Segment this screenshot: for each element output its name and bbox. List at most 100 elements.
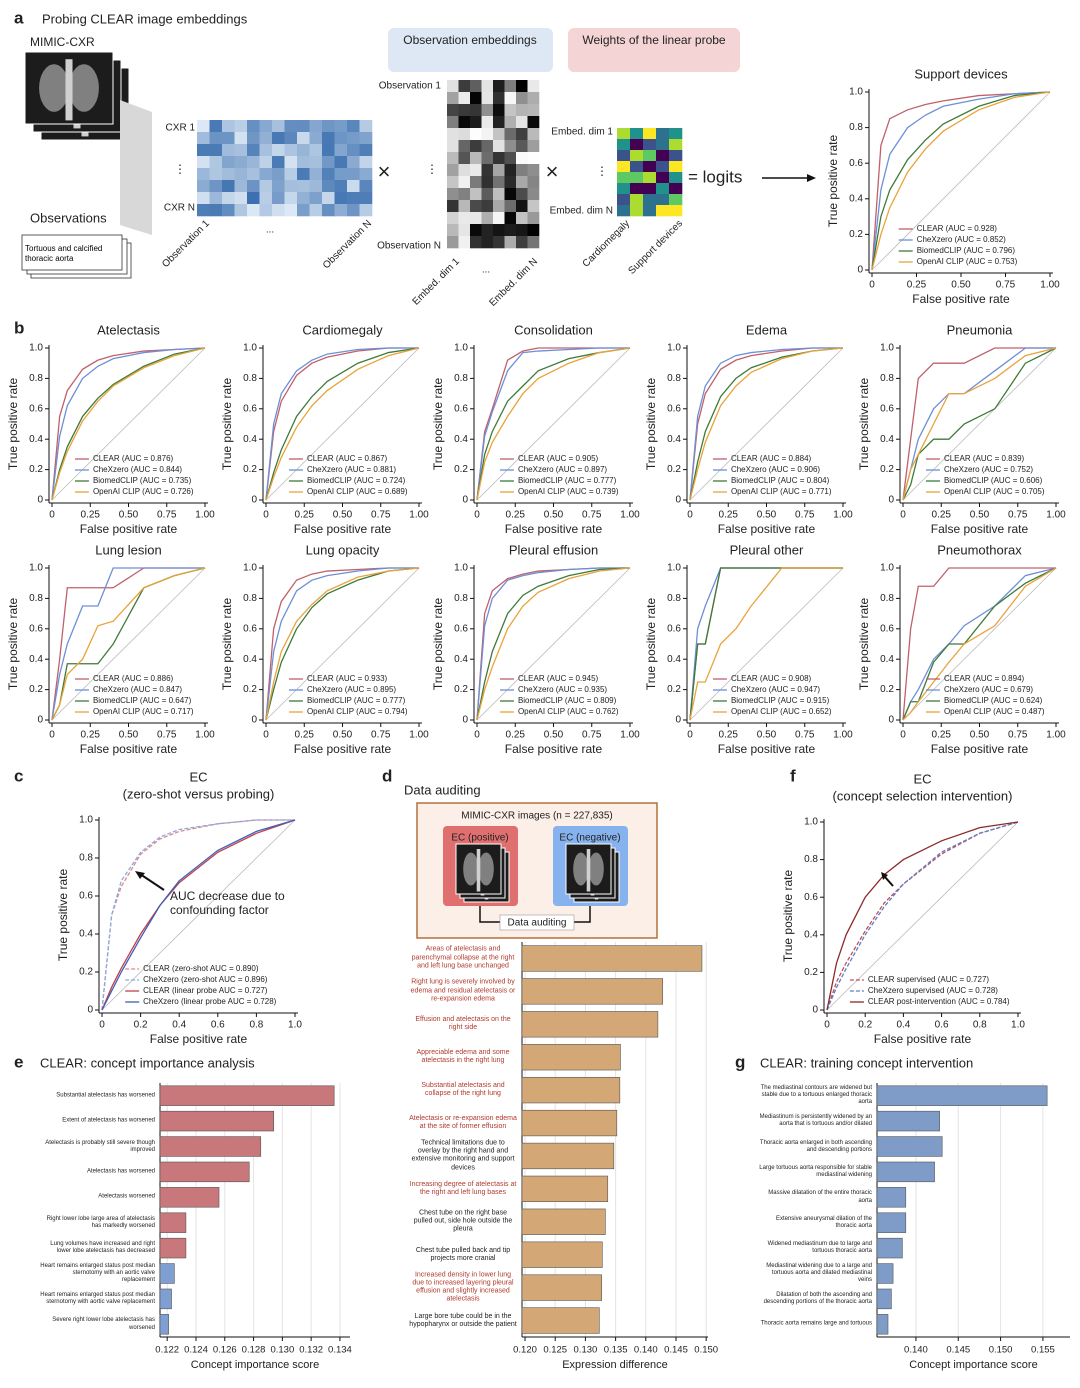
y-tick-label: 0.4 [243,434,257,445]
category-label: Right lower lobe large area of atelectas… [46,1215,155,1229]
y-tick-label: 0.4 [880,434,894,445]
matrix-cell [527,224,540,237]
matrix-cell [259,144,273,157]
y-tick-label: 1.0 [849,87,863,98]
y-tick-label: 0.8 [849,122,863,133]
bar [521,945,703,972]
matrix-cell [504,128,517,141]
matrix-cell [493,212,505,225]
legend-label: CheXzero (AUC = 0.906) [731,465,820,474]
chart-title: CLEAR: concept importance analysis [40,1055,255,1070]
y-axis-label: True positive rate [857,598,871,691]
matrix-cell [643,205,657,217]
chart-title: EC [913,771,931,786]
matrix-cell [234,180,248,193]
matrix-cell [504,152,517,165]
matrix-cell [322,120,335,133]
matrix-cell [493,116,505,129]
x-tick-label: 0.132 [299,1345,323,1356]
matrix-cell [234,144,248,157]
box-label: EC (positive) [451,833,508,844]
matrix-cell [284,192,298,205]
legend-label: CLEAR (AUC = 0.933) [307,674,388,683]
y-tick-label: 0.6 [667,623,681,634]
bar [876,1212,907,1233]
matrix-cell [447,128,459,141]
matrix-cell [297,180,310,193]
matrix-cell [617,150,631,162]
legend-label: CheXzero (AUC = 0.935) [518,685,607,694]
y-tick-label: 0.2 [454,464,468,475]
x-tick-label: 0.126 [213,1345,237,1356]
annotation: AUC decrease due to [170,889,285,903]
legend-label: CheXzero (AUC = 0.752) [944,465,1033,474]
legend-box [388,28,553,72]
legend-label: BiomedCLIP (AUC = 0.724) [307,476,406,485]
matrix-cell [234,156,248,169]
y-tick-label: 0 [37,715,43,726]
roc-curve [902,567,1056,721]
roc-curve [51,347,206,501]
x-tick-label: 0.135 [604,1345,628,1356]
matrix-cell [527,200,540,213]
matrix-cell [643,172,657,184]
xray-lung [573,852,589,886]
row-label: CXR N [164,203,195,214]
matrix-cell [656,194,670,206]
x-tick-label: 0.50 [544,730,564,741]
category-label: Atelectasis is probably still severe tho… [45,1139,155,1153]
legend-label: BiomedCLIP (AUC = 0.606) [944,476,1043,485]
matrix-cell [481,224,494,237]
category-label: Severe right lower lobe atelectasis has … [52,1317,155,1331]
x-tick-label: 1.00 [195,730,215,741]
matrix-cell [334,120,348,133]
matrix-cell [481,236,494,249]
y-tick-label: 0.8 [667,593,681,604]
matrix-cell [359,192,373,205]
embedding-matrix [197,120,373,217]
panel-label: g [735,1052,745,1071]
matrix-cell [527,104,540,117]
x-tick-label: 0.25 [506,730,526,741]
y-tick-label: 0.2 [29,464,43,475]
category-label: Effusion and atelectasis on the right si… [415,1016,511,1032]
x-axis-label: False positive rate [718,522,816,536]
matrix-cell [309,132,323,145]
matrix-cell [272,120,285,133]
x-tick-label: 0.6 [935,1020,949,1031]
x-tick-label: 0 [474,510,480,521]
matrix-cell [297,168,310,181]
matrix-cell [504,176,517,189]
legend-label: CheXzero (AUC = 0.679) [944,685,1033,694]
matrix-cell [197,180,210,193]
legend-label: BiomedCLIP (AUC = 0.647) [93,696,192,705]
matrix-cell [347,132,360,145]
chance-line [689,567,844,721]
x-tick-label: 0.75 [1008,510,1028,521]
legend-label: BiomedCLIP (AUC = 0.624) [944,696,1043,705]
x-tick-label: 0 [474,730,480,741]
x-tick-label: 1.00 [1046,730,1066,741]
matrix-cell [493,140,505,153]
matrix-cell [617,172,631,184]
bar [521,1076,621,1104]
matrix-cell [470,164,482,177]
legend-label: CLEAR (AUC = 0.839) [944,454,1025,463]
bar [876,1314,889,1335]
x-tick-label: 0.145 [946,1345,970,1356]
matrix-cell [630,161,644,173]
matrix-cell [297,192,310,205]
y-tick-label: 1.0 [880,343,894,354]
y-tick-label: 0.2 [849,229,863,240]
legend-label: CLEAR (AUC = 0.908) [731,674,812,683]
matrix-cell [247,180,260,193]
matrix-cell [347,192,360,205]
category-label: Increasing degree of atelectasis at the … [409,1180,517,1196]
step-box [499,914,575,931]
matrix-cell [297,132,310,145]
y-tick-label: 0.6 [667,403,681,414]
x-tick-label: 0.25 [932,730,952,741]
category-label: Extent of atelectasis has worsened [62,1117,155,1124]
roc-curve [689,347,844,501]
legend-label: OpenAI CLIP (AUC = 0.717) [93,707,194,716]
